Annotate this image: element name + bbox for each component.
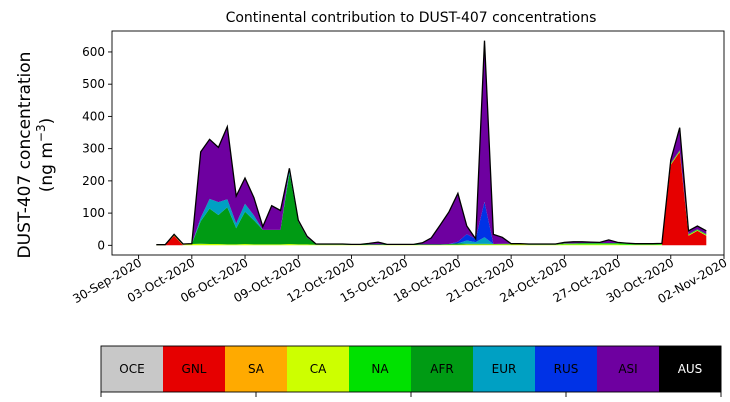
y-tick-label: 100 [82,206,105,220]
legend-swatch-ca [287,346,350,392]
legend-label-na: NA [371,362,389,376]
legend-colorbar: OCE GNL SA CA NA AFR EUR RUS ASI AUS [100,345,722,397]
legend-label-ca: CA [310,362,327,376]
legend-label-aus: AUS [678,362,703,376]
legend-swatch-eur [473,346,536,392]
legend-label-rus: RUS [554,362,579,376]
plot-frame [111,30,725,256]
y-axis-label-exponent: −3 [34,124,48,142]
legend-label-eur: EUR [492,362,517,376]
legend-swatch-asi [597,346,660,392]
legend-swatch-rus [535,346,598,392]
legend-swatch-sa [225,346,288,392]
total-line [156,40,707,246]
y-axis-label-unit: (ng m [37,142,57,192]
y-tick-label: 300 [82,142,105,156]
legend-label-afr: AFR [430,362,453,376]
y-axis-label: DUST-407 concentration (ng m−3) [15,52,57,259]
y-tick-label: 0 [97,238,105,252]
y-tick-label: 400 [82,109,105,123]
y-tick-label: 200 [82,174,105,188]
chart-title: Continental contribution to DUST-407 con… [226,10,597,26]
legend-label-oce: OCE [119,362,144,376]
area-asi [156,40,707,245]
y-axis-label-line2: (ng m−3) [34,118,57,193]
legend-label-asi: ASI [618,362,637,376]
area-afr [156,150,707,245]
y-axis-label-line1: DUST-407 concentration [15,52,35,259]
legend-label-sa: SA [248,362,265,376]
legend-swatch-gnl [163,346,226,392]
legend-swatch-na [349,346,412,392]
y-tick-label: 500 [82,77,105,91]
y-tick-label: 600 [82,45,105,59]
legend-label-gnl: GNL [182,362,207,376]
stacked-areas [156,40,707,246]
legend-swatch-afr [411,346,474,392]
x-axis: 30-Sep-202003-Oct-202006-Oct-202009-Oct-… [70,255,730,306]
y-axis-label-close: ) [37,118,57,125]
legend-swatch-oce [101,346,164,392]
y-axis: 0 100 200 300 400 500 600 [82,45,112,252]
legend-swatch-aus [659,346,722,392]
